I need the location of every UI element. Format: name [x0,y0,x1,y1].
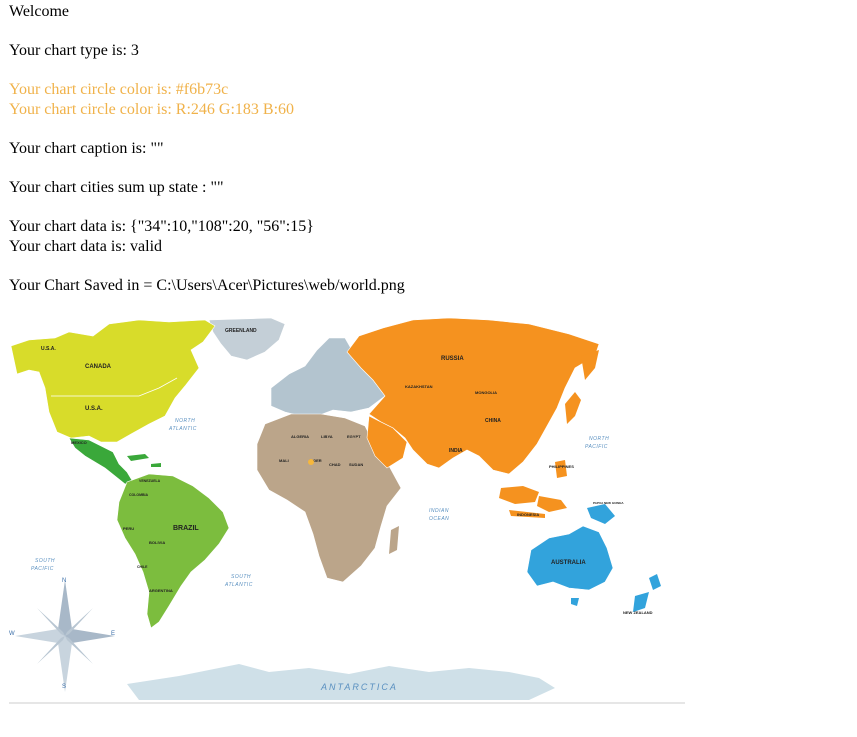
label-south-atlantic-2: ATLANTIC [224,582,253,588]
cities-state-text: Your chart cities sum up state : "" [9,179,224,196]
compass-w-label: W [9,631,15,637]
label-colombia: COLOMBIA [129,493,149,497]
antarctica-shape [127,664,555,700]
label-mongolia: MONGOLIA [475,390,497,395]
label-usa-alaska: U.S.A. [41,346,56,352]
world-map-svg: N S E W U.S.A. CANADA U.S.A. MEXICO GREE… [9,317,685,704]
label-philippines: PHILIPPINES [549,464,574,469]
compass-e-label: E [111,631,115,637]
label-papua: PAPUA NEW GUINEA [593,501,624,505]
circle-color-rgb-text: Your chart circle color is: R:246 G:183 … [9,101,295,118]
label-bolivia: BOLIVIA [149,540,165,545]
label-indian-ocean-2: OCEAN [429,516,449,522]
label-indian-ocean-1: INDIAN [429,508,449,514]
saved-path-text: Your Chart Saved in = C:\Users\Acer\Pict… [9,277,405,294]
label-greenland: GREENLAND [225,328,257,334]
chart-caption-text: Your chart caption is: "" [9,140,164,157]
south-america-shape [116,473,230,629]
philippines-shape [555,460,567,478]
label-india: INDIA [449,448,463,454]
label-indonesia: INDONESIA [517,512,539,517]
australia-shape [526,525,614,591]
label-mexico: MEXICO [71,440,87,445]
label-south-pacific-2: PACIFIC [31,566,54,572]
canada-border [51,377,178,397]
label-south-pacific-1: SOUTH [35,558,55,564]
label-russia: RUSSIA [441,356,464,362]
label-antarctica: ANTARCTICA [320,682,398,692]
label-china: CHINA [485,418,501,424]
page-content: Welcome Your chart type is: 3 Your chart… [0,0,857,296]
compass-rose: N S E W [9,578,115,692]
papua-shape [587,504,615,524]
chart-type-text: Your chart type is: 3 [9,42,139,59]
arabia-shape [366,415,408,469]
caribbean-shape [127,454,161,467]
label-chad: CHAD [329,462,341,467]
label-chile: CHILE [137,565,148,569]
chart-data-raw-text: Your chart data is: {"34":10,"108":20, "… [9,218,314,235]
compass-s-label: S [62,684,66,690]
label-brazil: BRAZIL [173,525,199,532]
label-australia: AUSTRALIA [551,560,586,566]
compass-n-label: N [62,578,66,584]
madagascar-shape [389,526,399,554]
new-zealand-shape [633,574,661,612]
label-sudan: SUDAN [349,462,363,467]
label-north-pacific-2: PACIFIC [585,444,608,450]
data-circle-marker [308,459,314,465]
tasmania-shape [571,598,579,606]
label-south-atlantic-1: SOUTH [231,574,251,580]
chart-data-valid-text: Your chart data is: valid [9,238,163,255]
label-venezuela: VENEZUELA [139,479,161,483]
africa-shape [256,413,402,583]
label-mali: MALI [279,458,289,463]
indonesia-shape [499,486,567,518]
label-usa: U.S.A. [85,406,103,412]
japan-shape [565,392,581,424]
label-north-atlantic-2: ATLANTIC [168,426,197,432]
label-egypt: EGYPT [347,434,361,439]
welcome-text: Welcome [9,3,70,20]
circle-color-hex-text: Your chart circle color is: #f6b73c [9,81,229,98]
label-canada: CANADA [85,364,112,370]
label-algeria: ALGERIA [291,434,309,439]
label-libya: LIBYA [321,434,333,439]
label-north-atlantic-1: NORTH [175,418,195,424]
world-map-image: N S E W U.S.A. CANADA U.S.A. MEXICO GREE… [9,316,685,704]
kamchatka-shape [581,350,599,380]
label-niger: NIGER [309,458,322,463]
label-kazakhstan: KAZAKHSTAN [405,384,433,389]
north-america-shape [10,319,216,443]
greenland-shape [208,317,286,361]
label-peru: PERU [123,526,134,531]
label-new-zealand: NEW ZEALAND [623,610,653,615]
label-north-pacific-1: NORTH [589,436,609,442]
label-argentina: ARGENTINA [149,588,173,593]
